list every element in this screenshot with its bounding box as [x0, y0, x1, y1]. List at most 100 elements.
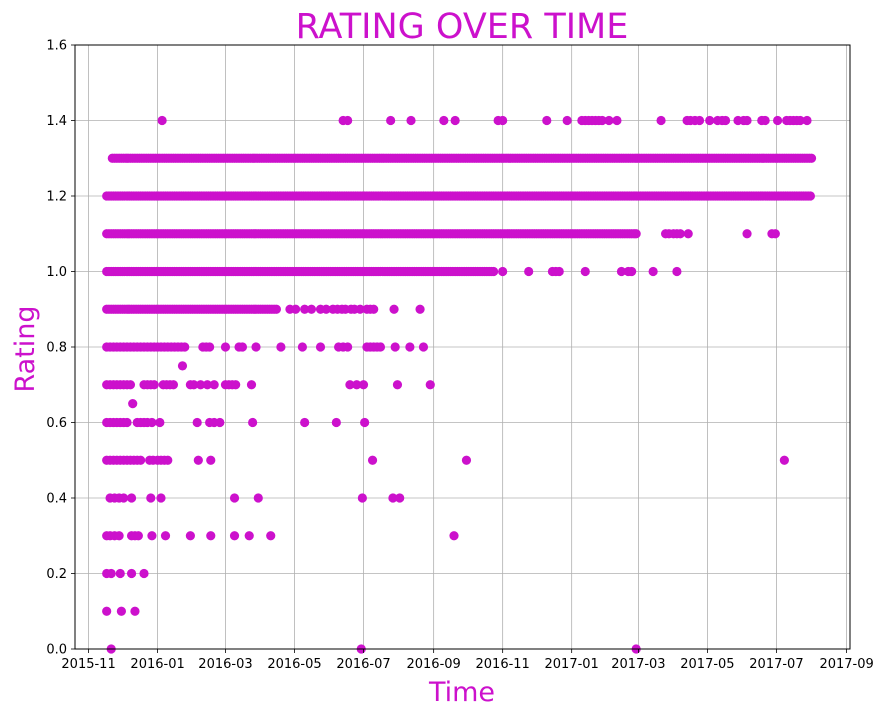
data-point [116, 606, 126, 616]
x-tick-label: 2016-09 [406, 657, 460, 672]
data-point [248, 417, 258, 428]
data-point [449, 531, 459, 541]
data-point [760, 115, 770, 126]
grid-lines [75, 44, 850, 650]
data-point [386, 115, 396, 126]
data-point [358, 380, 369, 390]
data-point [231, 380, 241, 390]
data-point [209, 380, 219, 390]
data-point [742, 115, 752, 126]
data-point [580, 266, 590, 277]
data-point [253, 493, 263, 503]
data-point [128, 399, 138, 409]
y-tick-label: 1.2 [46, 190, 67, 205]
data-point [119, 493, 129, 503]
data-point [343, 115, 353, 126]
x-tick-label: 2017-01 [545, 657, 599, 672]
data-point [177, 361, 188, 371]
x-tick-label: 2017-05 [680, 657, 734, 672]
data-point [139, 568, 149, 579]
data-point [160, 531, 171, 541]
x-tick-label: 2015-11 [61, 657, 115, 672]
data-point [554, 266, 564, 277]
data-point [694, 115, 705, 126]
data-point [149, 380, 159, 390]
data-point [450, 115, 460, 126]
data-point [229, 531, 240, 541]
data-point [115, 568, 125, 579]
data-point [163, 455, 173, 465]
y-axis-label: Rating [10, 305, 41, 392]
data-point [343, 342, 353, 352]
y-axis-ticks: 0.0 0.2 0.4 0.6 0.8 1.0 1.2 1.4 1.6 [46, 39, 75, 658]
data-point [742, 229, 752, 239]
data-point [193, 455, 203, 465]
data-point [772, 115, 783, 126]
data-point [192, 417, 202, 428]
data-point [237, 342, 248, 352]
x-tick-label: 2016-07 [336, 657, 390, 672]
data-point [122, 417, 132, 428]
x-axis-ticks: 2015-11 2016-01 2016-03 2016-05 2016-07 2016-… [61, 649, 874, 672]
data-point [206, 531, 216, 541]
data-point [648, 266, 658, 277]
data-point [439, 115, 449, 126]
data-point [291, 304, 301, 314]
x-tick-label: 2017-03 [611, 657, 665, 672]
data-point [390, 342, 400, 352]
data-point [683, 229, 693, 239]
y-tick-label: 0.0 [46, 643, 67, 658]
data-point [102, 606, 112, 616]
data-point [405, 342, 415, 352]
data-point [206, 455, 216, 465]
data-point [352, 380, 362, 390]
data-point [360, 417, 370, 428]
data-point [315, 342, 326, 352]
data-point [524, 266, 534, 277]
data-point [220, 342, 231, 352]
data-point [168, 380, 179, 390]
y-tick-label: 1.6 [46, 39, 67, 54]
data-point [189, 380, 199, 390]
data-point [300, 304, 310, 314]
data-point [133, 531, 143, 541]
data-point [130, 606, 140, 616]
data-point [415, 304, 425, 314]
data-point [246, 380, 257, 390]
data-point [297, 342, 308, 352]
data-point [597, 115, 607, 126]
y-tick-label: 1.0 [46, 265, 67, 280]
data-point [498, 266, 508, 277]
data-point [229, 493, 240, 503]
y-tick-label: 1.4 [46, 114, 67, 129]
data-point [489, 266, 499, 277]
data-point [136, 455, 146, 465]
data-point [125, 380, 136, 390]
data-point [195, 380, 206, 390]
data-point [266, 531, 276, 541]
data-point [656, 115, 666, 126]
x-tick-label: 2016-05 [267, 657, 321, 672]
data-point [357, 493, 367, 503]
y-tick-label: 0.4 [46, 492, 67, 507]
data-point [126, 568, 137, 579]
data-point [321, 304, 331, 314]
data-point [375, 342, 386, 352]
data-point [244, 531, 254, 541]
data-point [542, 115, 552, 126]
data-point [461, 455, 472, 465]
data-point [389, 304, 399, 314]
data-point [106, 568, 116, 579]
x-tick-label: 2016-03 [198, 657, 252, 672]
data-point [388, 493, 398, 503]
data-point [392, 380, 403, 390]
y-tick-label: 0.6 [46, 416, 67, 431]
data-point [795, 115, 805, 126]
data-point [300, 417, 310, 428]
data-point [369, 304, 379, 314]
data-point [180, 342, 190, 352]
x-tick-label: 2017-07 [749, 657, 803, 672]
data-point [395, 493, 405, 503]
data-point [146, 493, 156, 503]
